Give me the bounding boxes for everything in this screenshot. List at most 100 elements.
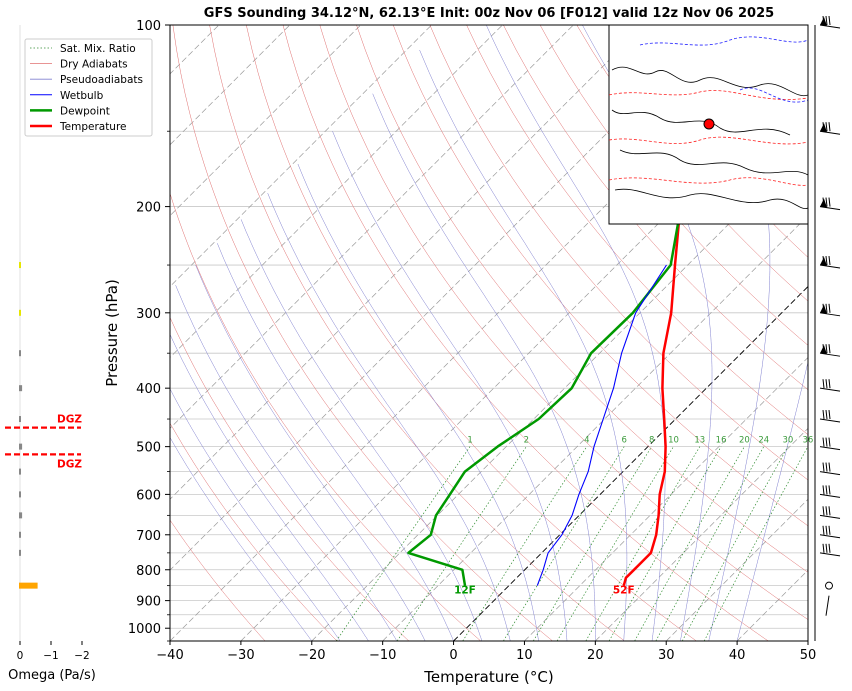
pseudoadiabat-line bbox=[170, 388, 341, 641]
wind-barb bbox=[819, 471, 841, 476]
wind-barb bbox=[819, 130, 841, 135]
wind-barb-feather bbox=[822, 409, 825, 420]
legend-label: Sat. Mix. Ratio bbox=[60, 43, 136, 55]
pseudoadiabat-line bbox=[240, 219, 483, 641]
wind-barb-feather bbox=[825, 197, 828, 207]
wind-barb-feather bbox=[828, 543, 831, 553]
dry-adiabat-line bbox=[209, 25, 625, 641]
wind-barb bbox=[819, 264, 841, 269]
x-tick-label: 20 bbox=[587, 648, 604, 663]
mixing-ratio-line bbox=[396, 446, 527, 641]
pseudoadiabat-line bbox=[701, 25, 771, 641]
sounding-profiles bbox=[407, 25, 766, 586]
y-tick-label: 800 bbox=[136, 564, 161, 579]
x-tick-label: −30 bbox=[227, 648, 254, 663]
wind-barb-feather bbox=[822, 506, 825, 516]
wind-barb-feather bbox=[825, 409, 828, 420]
y-tick-label: 300 bbox=[136, 307, 161, 322]
y-tick-label: 100 bbox=[136, 19, 161, 34]
wind-barb-feather bbox=[822, 344, 825, 354]
x-tick-label: 40 bbox=[729, 648, 746, 663]
y-tick-label: 900 bbox=[136, 595, 161, 610]
wind-barb-feather bbox=[825, 485, 828, 495]
chart-title: GFS Sounding 34.12°N, 62.13°E Init: 00z … bbox=[204, 6, 774, 21]
wind-barb-feather bbox=[822, 379, 825, 389]
mixing-ratio-line bbox=[532, 446, 652, 641]
dgz-label: DGZ bbox=[57, 458, 82, 470]
isotherm-line bbox=[170, 25, 361, 217]
map-coastline bbox=[611, 66, 808, 97]
legend-frame bbox=[24, 38, 153, 137]
omega-bar bbox=[19, 468, 21, 475]
y-tick-label: 200 bbox=[136, 201, 161, 216]
series-line-temperature bbox=[622, 25, 766, 586]
wind-barb bbox=[819, 387, 841, 392]
x-axis: −40 −30 −20 −10 0 10 20 30 40 50 bbox=[156, 641, 816, 663]
pseudoadiabat-line bbox=[486, 25, 666, 641]
omega-bar bbox=[19, 491, 21, 498]
wind-barb bbox=[825, 595, 830, 616]
mixing-ratio-label: 10 bbox=[668, 436, 679, 446]
x-axis-label: Temperature (°C) bbox=[423, 668, 553, 686]
omega-x-tick-label: −2 bbox=[74, 650, 89, 662]
pseudoadiabat-line bbox=[195, 264, 426, 641]
mixing-ratio-labels: 1 2 4 6 8 10 13 16 20 24 30 36 bbox=[467, 436, 813, 446]
series-line-wetbulb bbox=[536, 264, 667, 586]
dry-adiabat-line bbox=[170, 519, 266, 641]
map-isobar bbox=[609, 136, 808, 145]
mixing-ratio-line bbox=[462, 446, 588, 641]
mixing-ratio-line bbox=[634, 446, 745, 641]
wind-barb-feather bbox=[825, 303, 828, 313]
dry-adiabat-line bbox=[576, 25, 808, 302]
wind-barb-feather bbox=[822, 525, 825, 535]
surface-temp-annotation: 52F bbox=[613, 585, 635, 597]
omega-panel: Omega (Pa/s) 0 −1 −2 DGZ DGZ bbox=[5, 25, 96, 683]
mixing-ratio-line bbox=[336, 446, 471, 641]
wind-barb-feather bbox=[828, 197, 831, 207]
wind-barb-feather bbox=[825, 122, 828, 132]
y-tick-label: 700 bbox=[136, 529, 161, 544]
map-isobar bbox=[609, 90, 808, 100]
wind-barb-feather bbox=[822, 122, 825, 132]
wind-barb-feather bbox=[822, 462, 825, 472]
isotherm-line bbox=[665, 498, 808, 641]
y-axis-label: Pressure (hPa) bbox=[103, 279, 121, 387]
pseudoadiabat-line bbox=[217, 243, 454, 641]
wind-barb-feather bbox=[828, 303, 831, 313]
series-line-dewpoint bbox=[407, 25, 683, 586]
wind-barb-feather bbox=[822, 437, 825, 447]
mixing-ratio-label: 30 bbox=[782, 436, 793, 446]
dry-adiabat-line bbox=[834, 25, 852, 641]
wind-barbs bbox=[814, 15, 841, 641]
map-isobar bbox=[639, 36, 808, 46]
dry-adiabat-line bbox=[319, 25, 808, 620]
wind-barb-feather bbox=[822, 485, 825, 495]
isotherm-line bbox=[453, 285, 808, 641]
mixing-ratio-line bbox=[503, 446, 625, 641]
wind-barb-feather bbox=[828, 15, 831, 26]
omega-bar bbox=[19, 582, 38, 589]
dry-adiabat-line bbox=[282, 25, 769, 641]
pseudoadiabat-line bbox=[175, 285, 398, 641]
pseudoadiabat-line bbox=[419, 49, 628, 641]
wind-barb bbox=[819, 552, 841, 557]
mixing-ratio-line bbox=[608, 446, 722, 641]
isotherm-line bbox=[170, 25, 503, 358]
wind-barb bbox=[819, 418, 841, 423]
dry-adiabat-line bbox=[170, 422, 338, 641]
isotherm-line bbox=[524, 356, 808, 641]
omega-axis-label: Omega (Pa/s) bbox=[8, 668, 96, 683]
pseudoadiabat-line bbox=[582, 25, 713, 641]
mixing-ratio-label: 6 bbox=[621, 436, 626, 446]
wind-barb-feather bbox=[825, 255, 828, 266]
mixing-ratio-label: 4 bbox=[584, 436, 589, 446]
omega-bar bbox=[19, 385, 23, 392]
wind-barb-feather bbox=[828, 122, 831, 132]
mixing-ratio-line bbox=[681, 446, 789, 641]
x-tick-label: 50 bbox=[800, 648, 817, 663]
mixing-ratio-label: 8 bbox=[649, 436, 654, 446]
wind-barb bbox=[819, 24, 841, 29]
map-border bbox=[611, 109, 791, 136]
legend-label: Dewpoint bbox=[60, 105, 110, 117]
pseudoadiabat-line bbox=[170, 333, 369, 641]
